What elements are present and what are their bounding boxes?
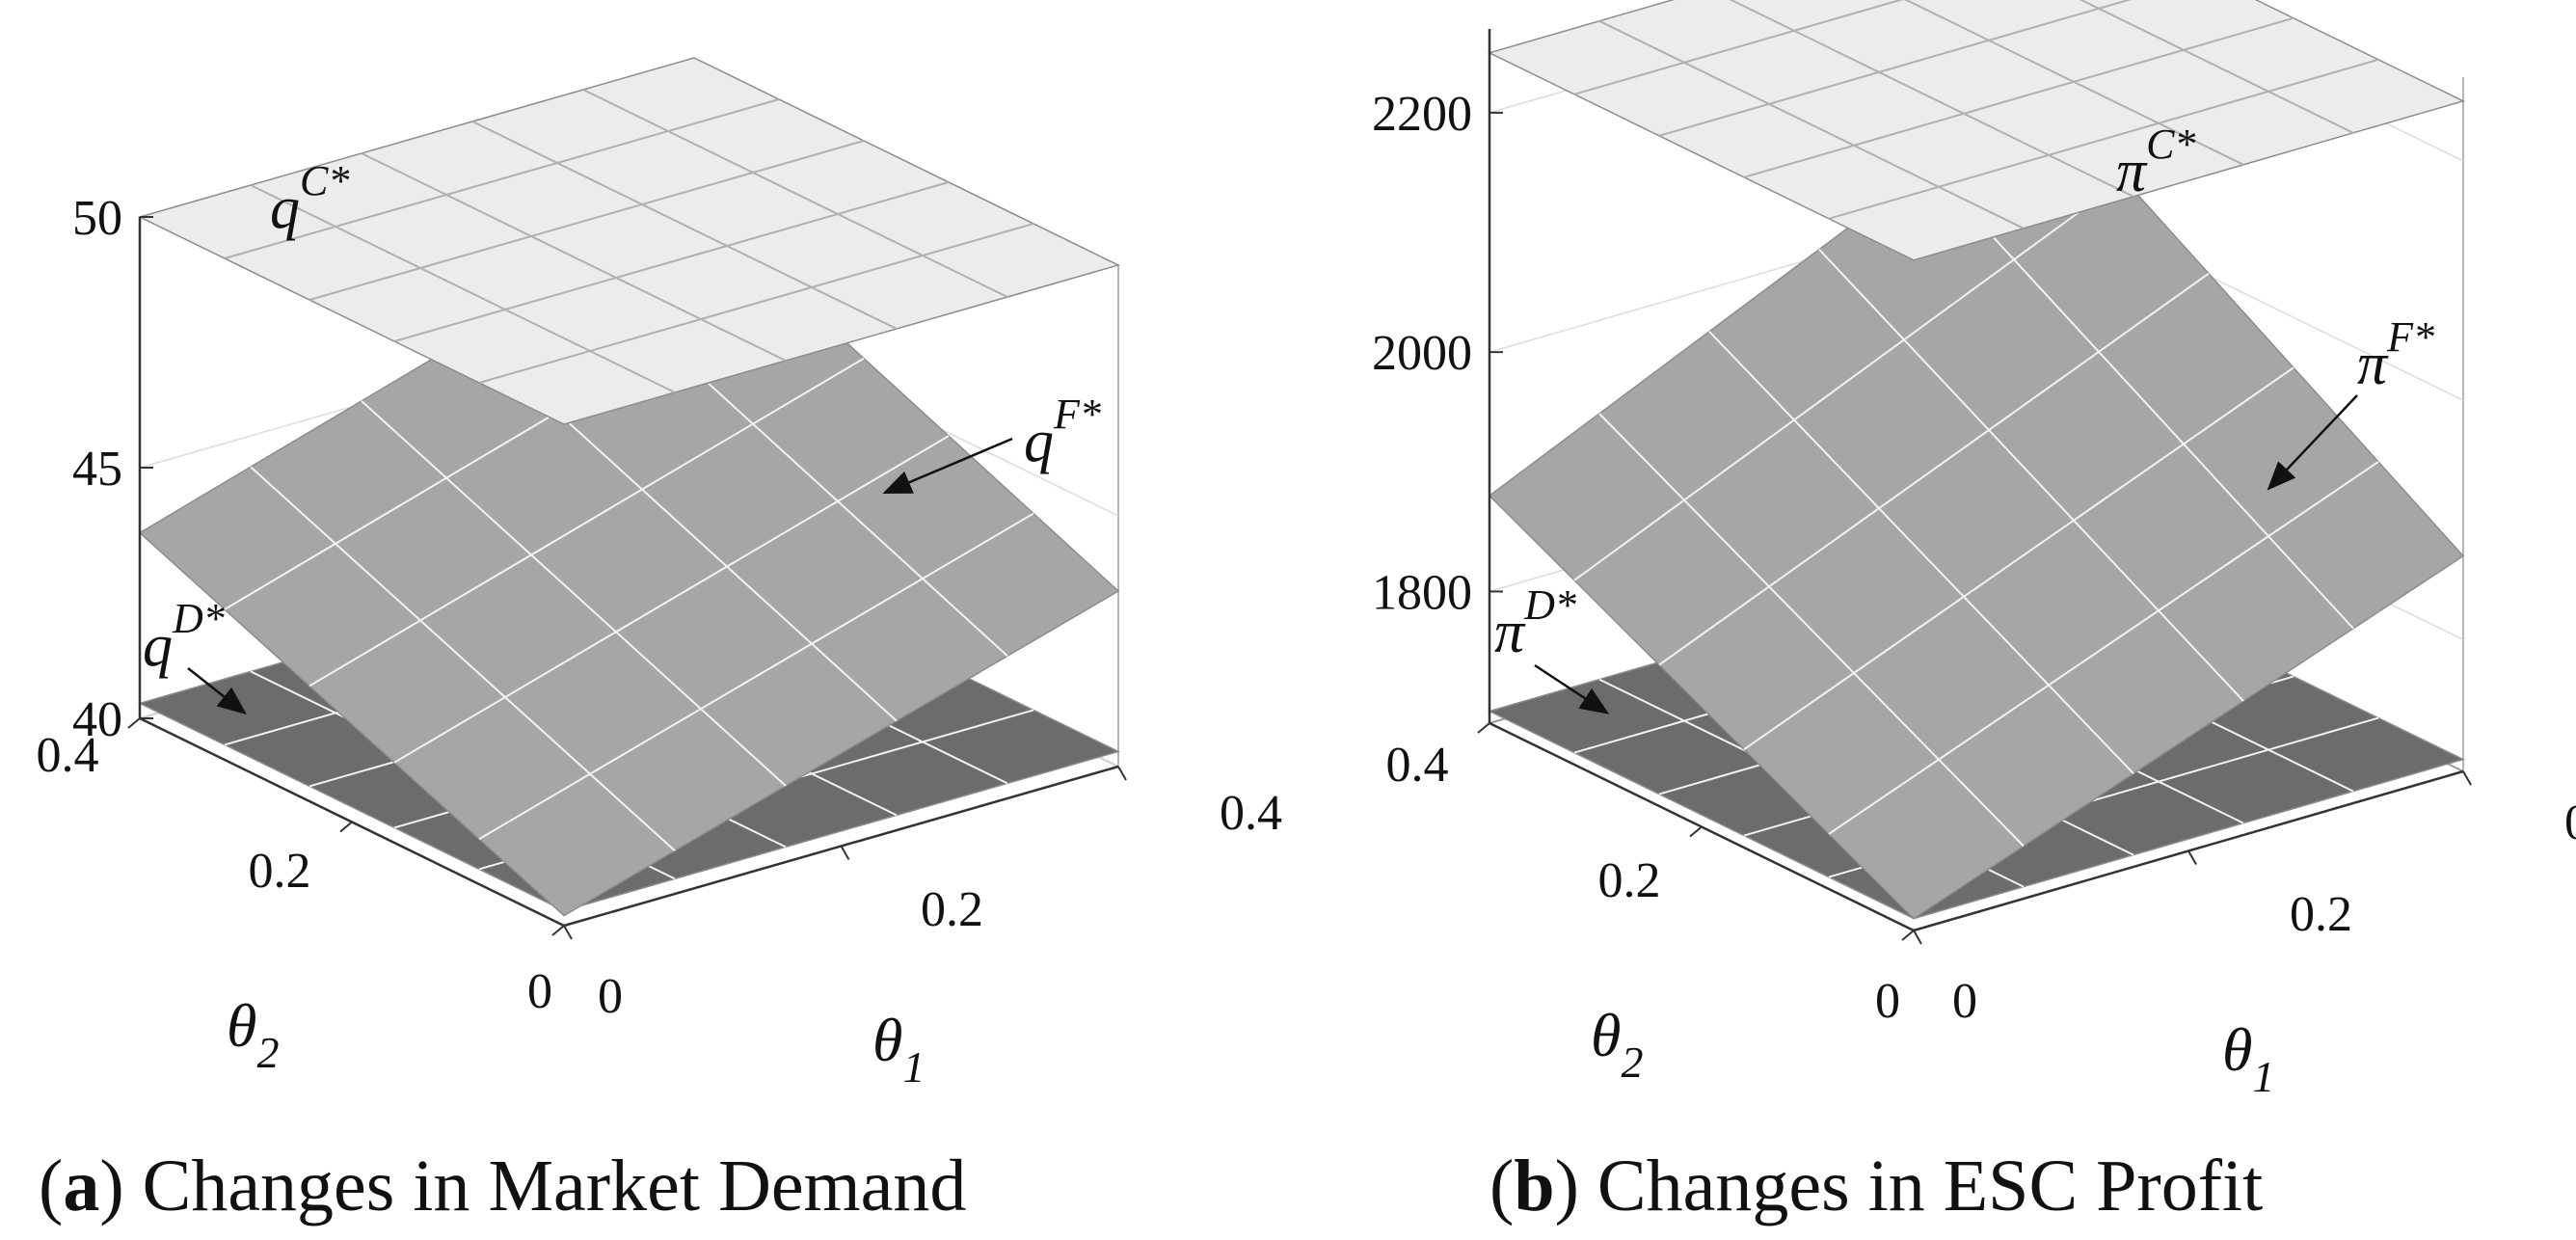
x-tick: [2187, 850, 2197, 865]
mesh-line: [1818, 249, 2244, 702]
series-label-f: qF*: [1024, 391, 1101, 474]
mesh-line: [1708, 331, 2134, 774]
y-tick: [1477, 722, 1490, 734]
x-tick: [563, 925, 573, 940]
mesh-line: [1828, 58, 2379, 220]
mesh-line: [1828, 461, 2379, 835]
mesh-line: [1573, 0, 1904, 95]
x-tick-label: 0: [1952, 974, 1977, 1029]
surface-c-star: [1487, 0, 2466, 261]
arrow-f: [2267, 394, 2358, 491]
series-label-f: πF*: [2357, 313, 2434, 397]
x-tick: [840, 846, 850, 860]
y-tick: [339, 821, 353, 833]
arrow-d: [1534, 663, 1610, 714]
y-tick-label: 0: [1875, 974, 1900, 1029]
series-label-d: πD*: [1494, 581, 1576, 665]
mesh-line: [1904, 0, 2244, 166]
surface-c-star: [137, 57, 1121, 425]
mesh-line: [361, 152, 787, 362]
z-tick-label: 2000: [1372, 326, 1472, 381]
arrow-d: [187, 667, 247, 715]
surface-patch: [1487, 0, 2466, 261]
mesh-line: [1598, 413, 2025, 848]
y-tick: [1901, 930, 1915, 941]
mesh-line: [250, 184, 676, 393]
mesh-line: [393, 435, 950, 764]
mesh-line: [1573, 178, 2125, 581]
mesh-line: [1658, 0, 2133, 137]
mesh-line: [582, 89, 1008, 298]
z-tick-label: 1800: [1372, 565, 1472, 620]
x-tick: [2462, 770, 2472, 786]
y-tick-label: 0.2: [1598, 853, 1661, 908]
mesh-line: [309, 357, 865, 687]
x-tick-label: 0.2: [2290, 887, 2352, 942]
z-tick-label: 50: [72, 191, 122, 246]
mesh-line: [250, 466, 676, 852]
y-tick: [551, 925, 565, 936]
mesh-line: [2079, 0, 2354, 134]
surface-patch: [137, 57, 1121, 425]
x-tick-label: 0.4: [1220, 786, 1282, 841]
mesh-line: [309, 140, 865, 301]
series-label-d: qD*: [143, 595, 225, 679]
x-tick-label: 0.4: [2564, 795, 2576, 850]
y-tick-label: 0.2: [249, 844, 311, 899]
x-tick-label: 0: [598, 969, 623, 1024]
y-axis-label: θ2: [1591, 1001, 1643, 1087]
x-tick: [1913, 930, 1922, 945]
y-axis-label: θ2: [227, 991, 279, 1077]
front-axes: 1800 2000 2200 0 0.2 0.4 0 0.2 0.4: [1372, 29, 2576, 1029]
caption-b: (b) Changes in ESC Profit: [1489, 1146, 2263, 1227]
x-tick-label: 0.2: [921, 882, 983, 937]
mesh-line: [478, 223, 1034, 384]
mesh-line: [1743, 16, 2294, 178]
mesh-line: [393, 181, 950, 342]
z-tick-label: 40: [72, 692, 122, 747]
x-tick: [1117, 766, 1127, 781]
front-axes: 40 45 50 0 0.2 0.4 0 0.2 0.4: [37, 191, 1283, 1024]
x-axis-label: θ1: [872, 1006, 925, 1092]
mesh-line: [361, 400, 787, 787]
y-tick-label: 0.4: [37, 728, 99, 783]
mesh-line: [1658, 272, 2210, 666]
mesh-line: [1928, 166, 2354, 630]
z-tick-label: 2200: [1372, 87, 1472, 142]
z-tick-label: 45: [72, 442, 122, 497]
y-tick: [1689, 825, 1703, 838]
y-tick-label: 0: [527, 964, 552, 1019]
mesh-line: [1598, 19, 2025, 229]
mesh-line: [224, 98, 780, 259]
x-axis-label: θ1: [2222, 1015, 2274, 1101]
y-tick: [127, 717, 141, 729]
caption-a: (a) Changes in Market Demand: [39, 1146, 966, 1227]
mesh-line: [1729, 0, 2134, 198]
arrow-f: [882, 437, 1013, 494]
mesh-line: [478, 512, 1034, 841]
mesh-line: [1743, 366, 2294, 751]
mesh-line: [471, 121, 898, 330]
y-tick-label: 0.4: [1386, 738, 1449, 793]
